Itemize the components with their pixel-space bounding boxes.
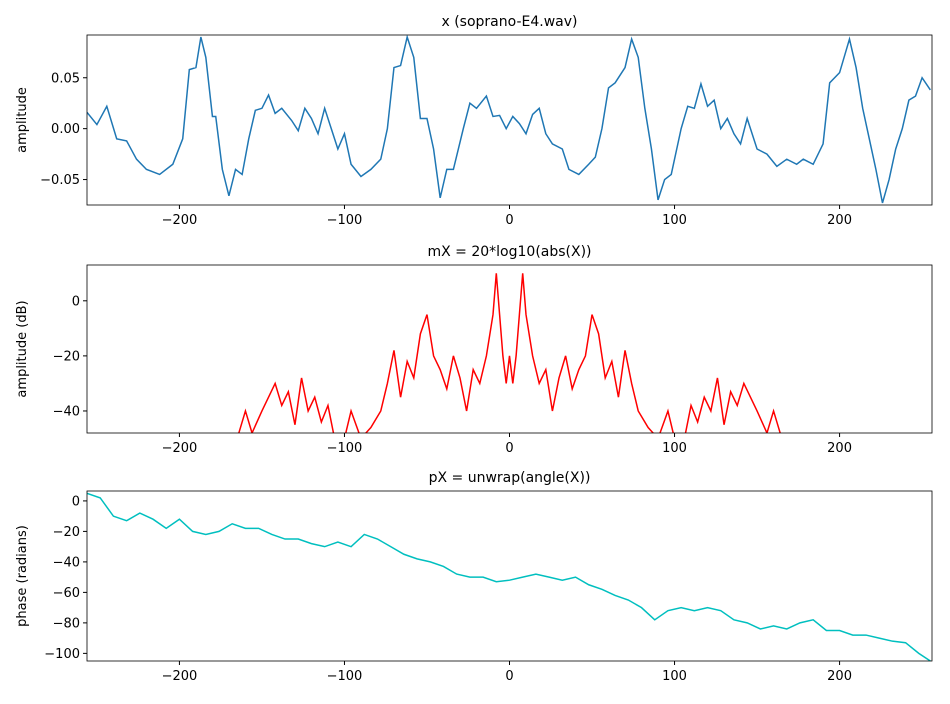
x-tick-label: −100 bbox=[327, 669, 363, 684]
data-line bbox=[87, 492, 931, 661]
x-tick-label: 200 bbox=[827, 441, 852, 456]
x-tick-label: −100 bbox=[327, 441, 363, 456]
y-tick-label: −100 bbox=[44, 647, 80, 662]
data-line bbox=[87, 35, 931, 204]
x-tick-label: −200 bbox=[162, 213, 198, 228]
x-tick-label: −200 bbox=[162, 441, 198, 456]
x-tick-label: 100 bbox=[662, 669, 687, 684]
chart-title: x (soprano-E4.wav) bbox=[441, 14, 577, 30]
y-tick-label: −40 bbox=[53, 404, 80, 419]
data-line bbox=[238, 273, 781, 433]
y-tick-label: 0.00 bbox=[51, 122, 80, 137]
y-axis-label: phase (radians) bbox=[15, 525, 30, 627]
chart-title: pX = unwrap(angle(X)) bbox=[429, 470, 591, 486]
chart-title: mX = 20*log10(abs(X)) bbox=[427, 244, 591, 260]
y-tick-label: −20 bbox=[53, 525, 80, 540]
y-tick-label: 0 bbox=[72, 494, 80, 509]
y-axis-label: amplitude bbox=[15, 87, 30, 153]
x-tick-label: 100 bbox=[662, 441, 687, 456]
x-tick-label: 200 bbox=[827, 213, 852, 228]
axes-frame bbox=[86, 490, 933, 662]
x-tick-label: 100 bbox=[662, 213, 687, 228]
y-tick-label: −20 bbox=[53, 349, 80, 364]
y-tick-label: −80 bbox=[53, 616, 80, 631]
y-axis-label: amplitude (dB) bbox=[15, 300, 30, 397]
y-tick-label: −40 bbox=[53, 555, 80, 570]
y-tick-label: 0 bbox=[72, 294, 80, 309]
x-tick-label: 200 bbox=[827, 669, 852, 684]
x-tick-label: −100 bbox=[327, 213, 363, 228]
x-tick-label: 0 bbox=[505, 441, 513, 456]
x-tick-label: 0 bbox=[505, 669, 513, 684]
y-tick-label: 0.05 bbox=[51, 71, 80, 86]
x-tick-label: −200 bbox=[162, 669, 198, 684]
y-tick-label: −60 bbox=[53, 586, 80, 601]
x-tick-label: 0 bbox=[505, 213, 513, 228]
axes-frame bbox=[86, 34, 933, 206]
y-tick-label: −0.05 bbox=[40, 173, 80, 188]
axes-frame bbox=[86, 264, 933, 434]
